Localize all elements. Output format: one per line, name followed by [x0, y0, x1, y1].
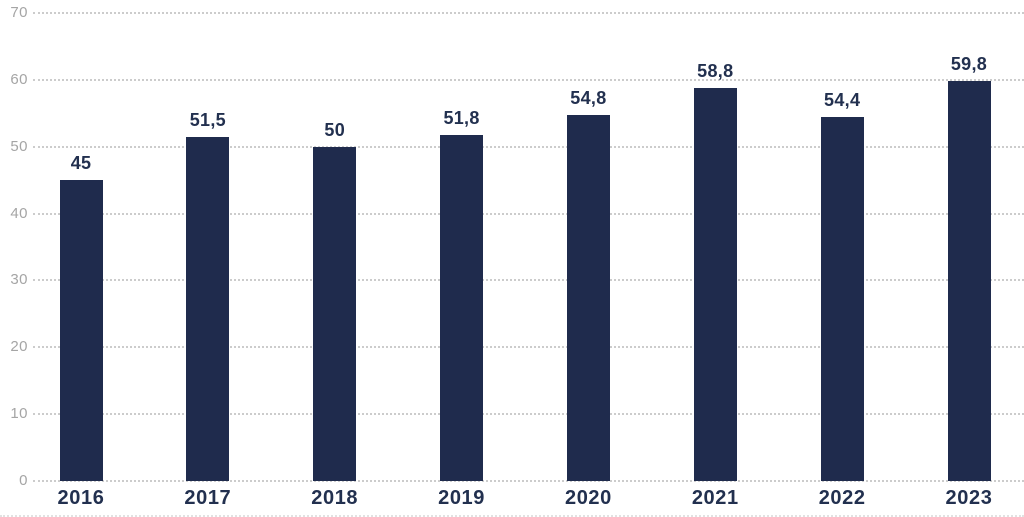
bar-2016	[59, 180, 103, 481]
value-label-2017: 51,5	[189, 109, 226, 130]
gridline-30	[33, 279, 1024, 282]
value-label-2020: 54,8	[570, 87, 607, 108]
bar-2019	[440, 134, 484, 481]
bar-2017	[186, 136, 230, 481]
value-label-2021: 58,8	[697, 60, 734, 81]
bar-2023	[947, 81, 991, 481]
y-axis-tick-40: 40	[10, 204, 28, 222]
value-label-2022: 54,4	[824, 90, 861, 111]
x-axis-label-2022: 2022	[818, 487, 866, 509]
gridline-20	[33, 346, 1024, 349]
x-axis-label-2020: 2020	[564, 487, 612, 509]
gridline-60	[33, 78, 1024, 81]
x-axis-label-2017: 2017	[184, 487, 232, 509]
bar-2018	[313, 146, 357, 481]
y-axis-tick-20: 20	[10, 338, 28, 356]
y-axis-tick-30: 30	[10, 271, 28, 289]
x-axis-label-2016: 2016	[57, 487, 105, 509]
gridline-10	[33, 413, 1024, 416]
x-axis-label-2021: 2021	[691, 487, 739, 509]
y-axis-tick-10: 10	[10, 405, 28, 423]
x-axis-label-2019: 2019	[438, 487, 486, 509]
y-axis-tick-60: 60	[10, 70, 28, 88]
value-label-2023: 59,8	[950, 54, 988, 75]
gridline-70	[33, 12, 1024, 14]
bar-2020	[566, 114, 610, 481]
bar-2022	[820, 117, 864, 481]
y-axis-tick-50: 50	[10, 137, 28, 155]
y-axis-tick-70: 70	[10, 4, 28, 21]
bottom-edge-line	[0, 515, 1024, 517]
x-axis-label-2018: 2018	[311, 487, 359, 509]
gridline-50	[33, 145, 1024, 148]
value-label-2016: 45	[70, 153, 92, 174]
gridline-0	[33, 480, 1024, 482]
value-label-2019: 51,8	[443, 107, 480, 128]
value-label-2018: 50	[324, 119, 346, 140]
gridline-40	[33, 212, 1024, 215]
y-axis-tick-0: 0	[19, 472, 28, 489]
bar-2021	[693, 87, 737, 481]
x-axis-label-2023: 2023	[945, 487, 993, 509]
